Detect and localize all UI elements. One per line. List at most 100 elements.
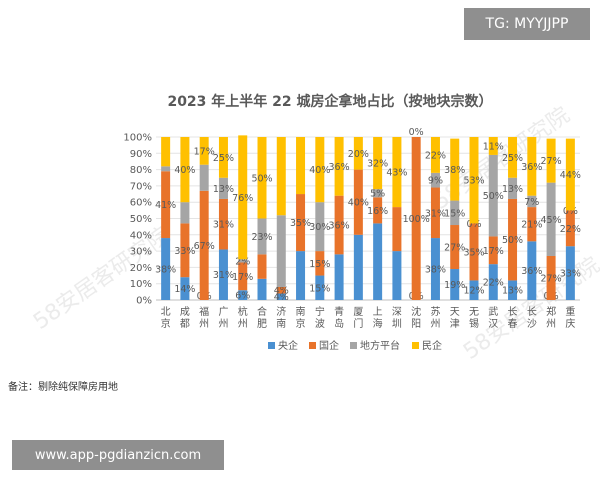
bar-segment	[392, 137, 402, 208]
data-label: 22%	[560, 224, 581, 235]
bar-segment	[199, 137, 209, 165]
bar-segment	[450, 225, 460, 270]
data-label: 17%	[232, 272, 253, 283]
bar-segment	[565, 246, 575, 300]
y-tick-label: 20%	[130, 263, 152, 274]
bar-segment	[218, 198, 228, 250]
y-tick-label: 40%	[130, 230, 152, 241]
legend-swatch	[268, 342, 275, 349]
x-tick-label: 上海	[373, 306, 383, 330]
y-tick-label: 50%	[130, 214, 152, 225]
legend-entry: 国企	[319, 339, 339, 352]
bar-segment	[546, 138, 556, 183]
data-label: 27%	[444, 243, 465, 254]
legend-entry: 地方平台	[360, 339, 400, 352]
bar-segment	[450, 138, 460, 201]
data-label: 30%	[309, 222, 330, 233]
data-label: 35%	[463, 247, 484, 258]
bar-segment	[218, 177, 228, 199]
data-label: 67%	[194, 241, 215, 252]
bar-segment	[257, 137, 267, 219]
data-label: 17%	[194, 146, 215, 157]
bar-segment	[373, 137, 383, 190]
bar-segment	[430, 238, 440, 300]
bar-segment	[527, 195, 537, 208]
legend-swatch	[350, 342, 357, 349]
data-label: 33%	[174, 246, 195, 257]
data-label: 31%	[213, 270, 234, 281]
data-label: 2%	[235, 256, 250, 267]
bar-segment	[565, 138, 575, 211]
data-label: 50%	[483, 191, 504, 202]
bars: 38%41%14%33%40%0%67%17%31%31%13%25%6%17%…	[155, 127, 581, 303]
tg-badge: TG: MYYJJPP	[464, 8, 590, 40]
x-tick-label: 郑州	[546, 305, 556, 330]
data-label: 0%	[409, 127, 424, 138]
data-label: 100%	[403, 214, 430, 225]
data-label: 40%	[348, 198, 369, 209]
bar-segment	[373, 189, 383, 198]
data-label: 9%	[428, 176, 443, 187]
bar-segment	[180, 202, 190, 224]
data-label: 35%	[290, 218, 311, 229]
data-label: 50%	[251, 173, 272, 184]
y-tick-label: 90%	[130, 149, 152, 160]
bar-segment	[334, 195, 344, 255]
x-axis-labels: 北京成都福州广州杭州合肥济南南京宁波青岛厦门上海深圳沈阳苏州天津无锡武汉长春长沙…	[161, 305, 576, 330]
data-label: 31%	[425, 208, 446, 219]
bar-segment	[430, 172, 440, 188]
bar-segment	[546, 255, 556, 300]
bar-segment	[373, 197, 383, 224]
x-tick-label: 天津	[450, 307, 460, 330]
bar-segment	[353, 137, 363, 170]
y-axis-ticks: 0% 10% 20% 30% 40% 50% 60% 70% 80% 90% 100%	[123, 133, 152, 307]
bar-segment	[199, 164, 209, 191]
bar-segment	[469, 137, 479, 224]
x-tick-label: 厦门	[353, 306, 363, 330]
bar-segment	[411, 137, 421, 300]
data-label: 40%	[309, 165, 330, 176]
bar-segment	[469, 223, 479, 281]
data-label: 36%	[329, 162, 350, 173]
y-tick-label: 10%	[130, 279, 152, 290]
bar-segment	[218, 249, 228, 300]
x-tick-label: 南京	[296, 305, 306, 330]
x-tick-label: 北京	[161, 306, 171, 330]
bar-segment	[180, 277, 190, 300]
data-label: 27%	[541, 273, 562, 284]
bar-segment	[450, 269, 460, 300]
footnote: 备注：剔除纯保障房用地	[8, 382, 118, 393]
data-label: 17%	[483, 246, 504, 257]
bar-segment	[315, 202, 325, 252]
y-tick-label: 30%	[130, 247, 152, 258]
bar-segment	[469, 280, 479, 300]
bar-segment	[161, 171, 171, 239]
x-tick-label: 长沙	[527, 306, 537, 330]
data-label: 6%	[235, 291, 250, 302]
y-tick-label: 0%	[136, 296, 152, 307]
bar-segment	[276, 137, 286, 216]
legend-entry: 民企	[422, 339, 442, 352]
chart-title: 2023 年上半年 22 城房企拿地占比（按地块宗数）	[167, 93, 492, 110]
x-tick-label: 济南	[276, 305, 286, 330]
data-label: 13%	[502, 184, 523, 195]
data-label: 22%	[483, 278, 504, 289]
data-label: 22%	[425, 150, 446, 161]
watermark-text: 58安居客研究院	[29, 223, 174, 335]
data-label: 50%	[502, 235, 523, 246]
x-tick-label: 无锡	[469, 307, 479, 330]
x-tick-label: 长春	[508, 306, 518, 330]
data-label: 0%	[563, 206, 578, 217]
data-label: 14%	[174, 284, 195, 295]
data-label: 53%	[463, 176, 484, 187]
bar-segment	[353, 169, 363, 235]
data-label: 15%	[309, 283, 330, 294]
bar-segment	[392, 207, 402, 252]
data-label: 38%	[155, 265, 176, 276]
bar-segment	[546, 182, 556, 256]
bar-segment	[430, 137, 440, 173]
bar-segment	[180, 137, 190, 203]
data-label: 7%	[524, 197, 539, 208]
x-tick-label: 宁波	[315, 305, 325, 330]
